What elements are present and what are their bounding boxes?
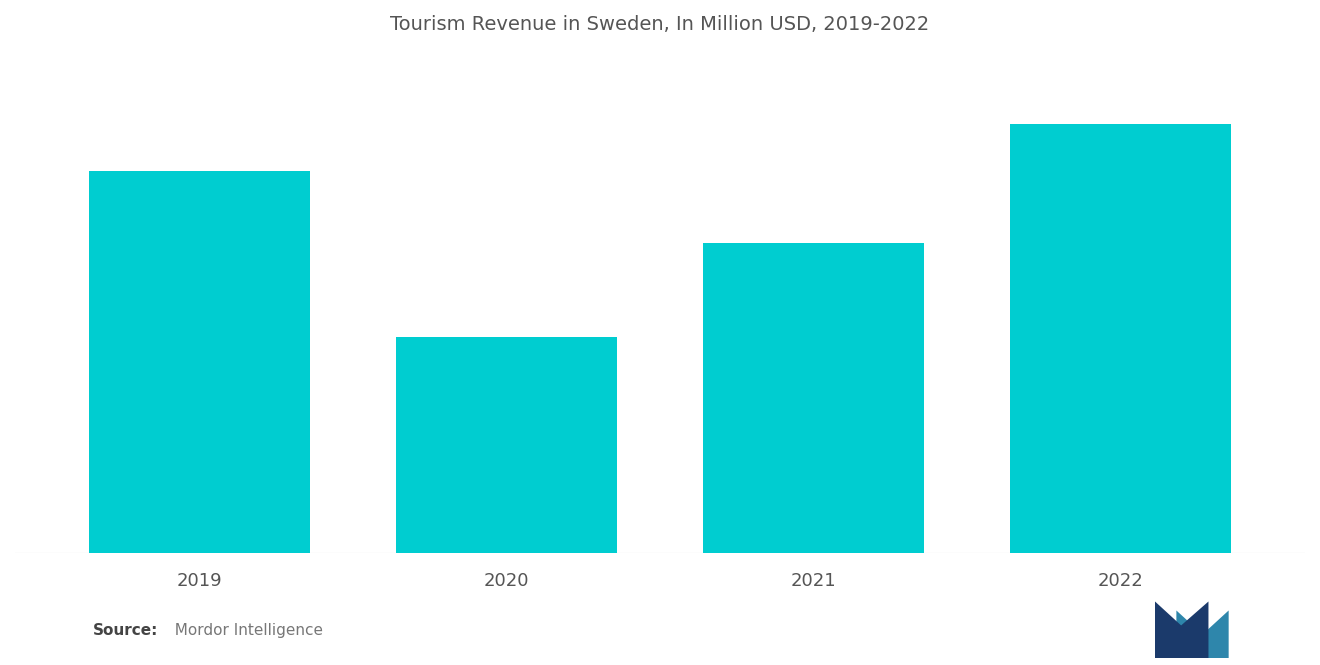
Bar xyxy=(396,337,616,553)
Bar xyxy=(88,171,310,553)
Polygon shape xyxy=(1176,610,1229,658)
Bar xyxy=(1010,124,1232,553)
Title: Tourism Revenue in Sweden, In Million USD, 2019-2022: Tourism Revenue in Sweden, In Million US… xyxy=(391,15,929,34)
Bar xyxy=(704,243,924,553)
Polygon shape xyxy=(1155,601,1209,658)
Text: Source:: Source: xyxy=(92,623,158,638)
Text: Mordor Intelligence: Mordor Intelligence xyxy=(165,623,323,638)
